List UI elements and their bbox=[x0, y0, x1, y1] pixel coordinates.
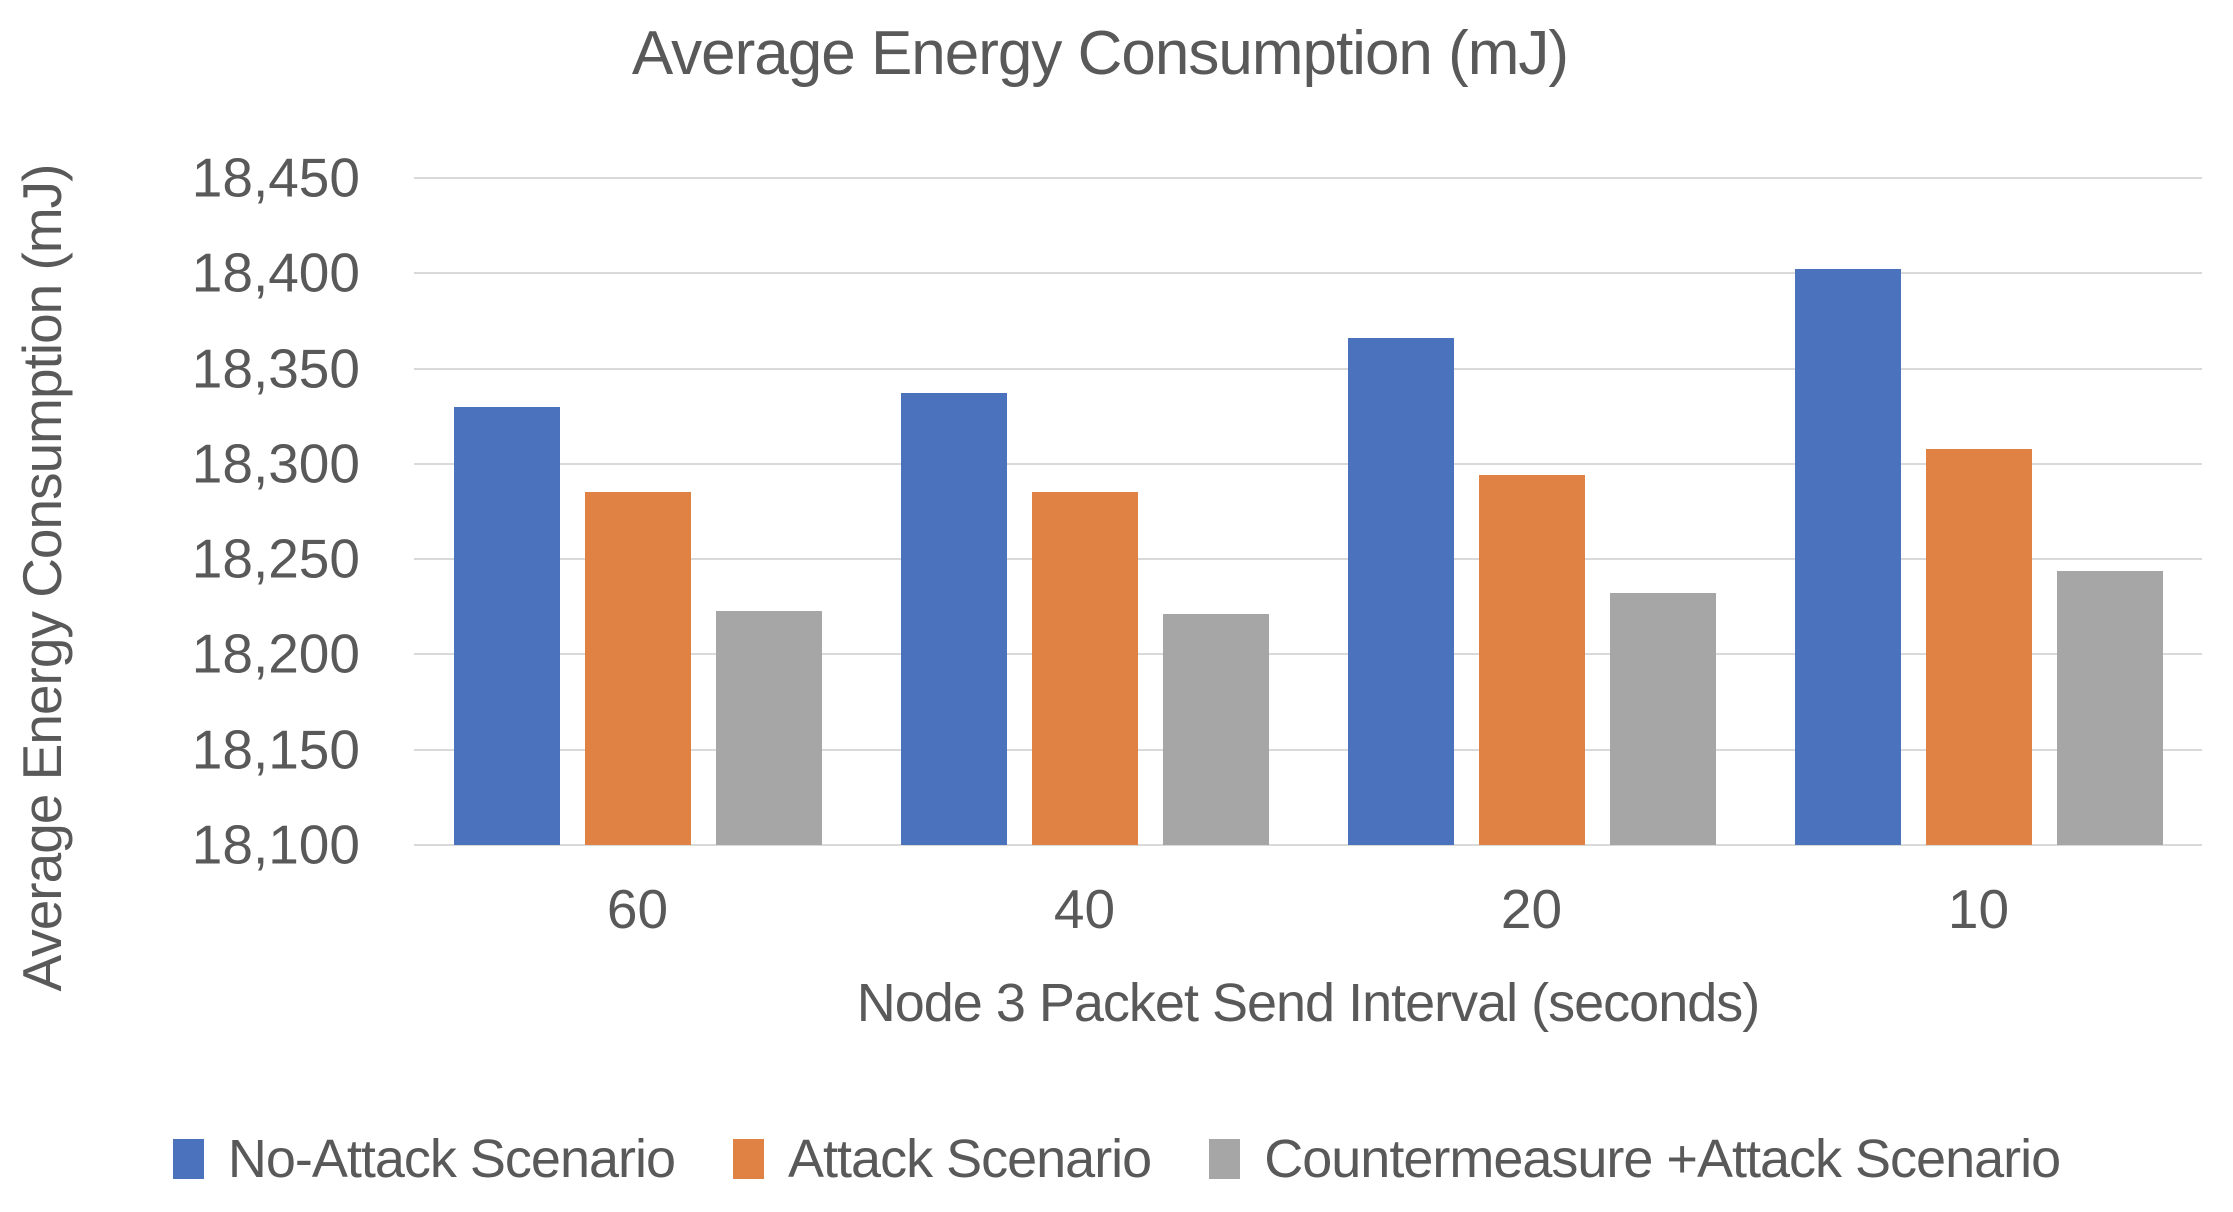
legend-swatch-icon bbox=[733, 1139, 765, 1179]
y-tick-label: 18,200 bbox=[191, 622, 360, 685]
x-axis-title: Node 3 Packet Send Interval (seconds) bbox=[856, 973, 1761, 1033]
y-tick-label: 18,150 bbox=[191, 718, 360, 781]
legend-item-attack-scenario: Attack Scenario bbox=[733, 1128, 1152, 1190]
gridline bbox=[414, 272, 2202, 275]
x-tick-label: 20 bbox=[1500, 878, 1563, 940]
gridline bbox=[414, 558, 2202, 561]
gridline bbox=[414, 177, 2202, 179]
bar-attack-scenario-40 bbox=[1031, 492, 1138, 845]
x-tick-label: 60 bbox=[606, 878, 669, 940]
chart-title: Average Energy Consumption (mJ) bbox=[631, 19, 1569, 88]
bar-attack-scenario-10 bbox=[1925, 448, 2032, 845]
legend-swatch-icon bbox=[1209, 1139, 1241, 1179]
x-tick-label: 10 bbox=[1947, 878, 2010, 940]
gridline bbox=[414, 653, 2202, 656]
bar-no-attack-scenario-10 bbox=[1794, 269, 1901, 845]
y-tick-label: 18,400 bbox=[191, 241, 360, 304]
plot-area bbox=[414, 177, 2202, 846]
bar-countermeasure-attack-scenario-40 bbox=[1162, 614, 1269, 845]
gridline bbox=[414, 844, 2202, 846]
x-tick-label: 40 bbox=[1053, 878, 1116, 940]
gridline bbox=[414, 367, 2202, 370]
legend-swatch-icon bbox=[172, 1139, 204, 1179]
y-tick-label: 18,100 bbox=[191, 813, 360, 876]
legend-label: Countermeasure +Attack Scenario bbox=[1264, 1129, 2061, 1189]
legend-item-countermeasure-attack-scenario: Countermeasure +Attack Scenario bbox=[1209, 1128, 2061, 1190]
y-tick-label: 18,450 bbox=[191, 146, 360, 209]
legend-item-no-attack-scenario: No-Attack Scenario bbox=[172, 1128, 676, 1190]
bar-countermeasure-attack-scenario-20 bbox=[1609, 593, 1716, 845]
y-tick-label: 18,350 bbox=[191, 337, 360, 400]
bar-countermeasure-attack-scenario-60 bbox=[715, 610, 822, 845]
bar-attack-scenario-60 bbox=[584, 492, 691, 845]
bar-no-attack-scenario-40 bbox=[900, 393, 1007, 845]
legend: No-Attack Scenario Attack Scenario Counter… bbox=[0, 1128, 2233, 1190]
gridline bbox=[414, 748, 2202, 751]
bar-attack-scenario-20 bbox=[1478, 475, 1585, 845]
y-tick-label: 18,300 bbox=[191, 432, 360, 495]
legend-label: No-Attack Scenario bbox=[227, 1129, 676, 1189]
bar-no-attack-scenario-60 bbox=[453, 406, 560, 845]
gridline bbox=[414, 462, 2202, 465]
y-tick-label: 18,250 bbox=[191, 527, 360, 590]
bar-no-attack-scenario-20 bbox=[1347, 338, 1454, 845]
bar-countermeasure-attack-scenario-10 bbox=[2056, 570, 2163, 845]
legend-label: Attack Scenario bbox=[788, 1129, 1152, 1189]
